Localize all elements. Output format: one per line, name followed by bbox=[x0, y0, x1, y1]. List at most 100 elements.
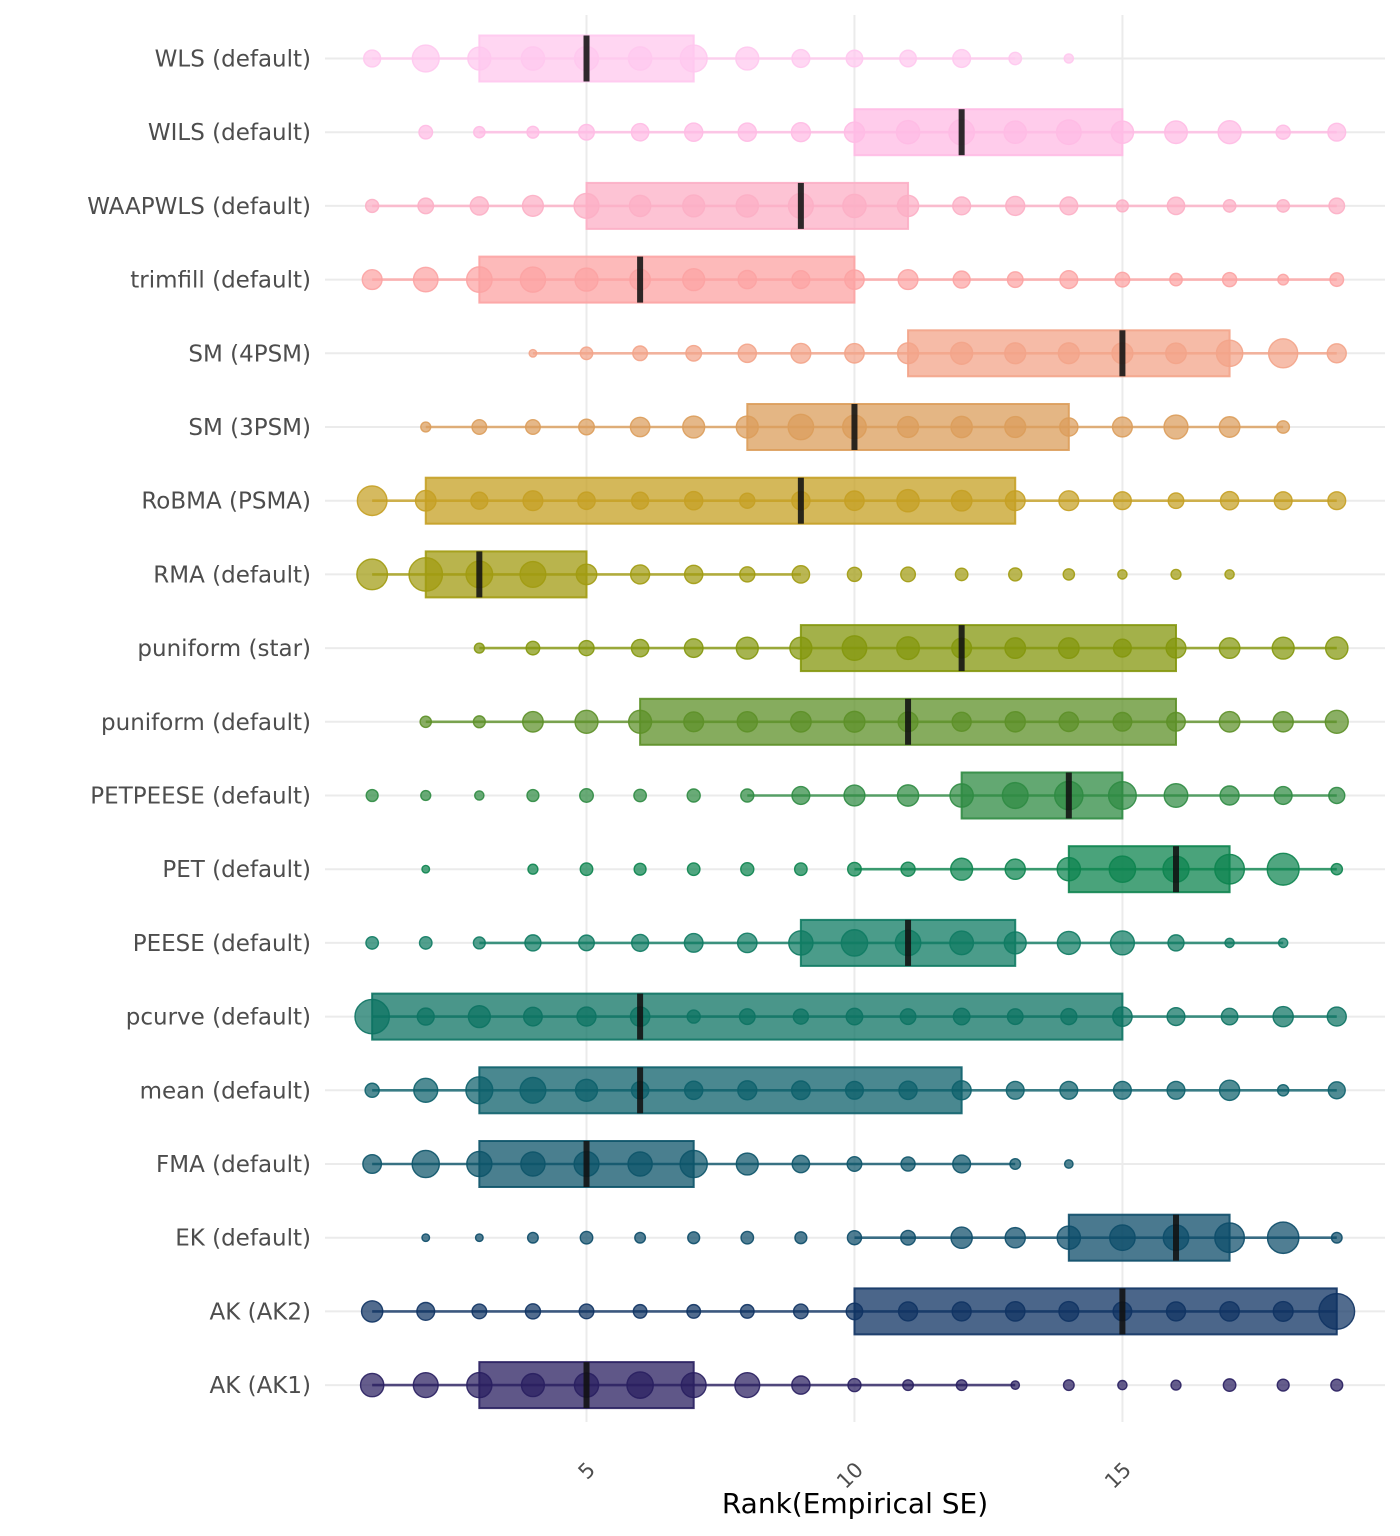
rank-point bbox=[790, 1080, 811, 1101]
rank-point bbox=[1115, 199, 1130, 213]
rank-point bbox=[1272, 711, 1294, 733]
rank-point bbox=[792, 1008, 810, 1025]
rank-point bbox=[679, 44, 708, 73]
rank-point bbox=[686, 862, 701, 877]
rank-point bbox=[737, 269, 758, 290]
rank-point bbox=[1107, 780, 1137, 811]
rank-point bbox=[1277, 937, 1289, 949]
rank-point bbox=[951, 1080, 972, 1101]
rank-point bbox=[1214, 853, 1246, 885]
series-row bbox=[420, 403, 1291, 451]
rank-point bbox=[578, 123, 596, 141]
rank-point bbox=[1163, 783, 1189, 808]
rank-point bbox=[1266, 1221, 1300, 1255]
rank-point bbox=[1165, 637, 1187, 659]
rank-point bbox=[365, 935, 380, 950]
rank-point bbox=[1330, 1231, 1343, 1244]
rank-point bbox=[1166, 1080, 1186, 1100]
y-tick-label: WAAPWLS (default) bbox=[87, 194, 311, 220]
y-tick-label: SM (4PSM) bbox=[188, 341, 311, 367]
rank-point bbox=[735, 1152, 759, 1176]
rank-point bbox=[364, 1082, 380, 1099]
rank-point bbox=[578, 934, 596, 952]
rank-point bbox=[951, 1301, 972, 1322]
rank-point bbox=[630, 638, 650, 658]
rank-point bbox=[1008, 51, 1023, 66]
series-row bbox=[528, 329, 1347, 378]
rank-point bbox=[414, 489, 437, 512]
rank-point bbox=[574, 267, 599, 292]
rank-point bbox=[1112, 1006, 1133, 1027]
rank-point bbox=[1009, 1157, 1022, 1170]
rank-point bbox=[844, 490, 865, 512]
rank-point bbox=[1063, 1159, 1074, 1169]
rank-point bbox=[683, 564, 704, 585]
rank-point bbox=[1003, 120, 1028, 145]
rank-point bbox=[1330, 862, 1344, 876]
rank-point bbox=[949, 783, 974, 808]
rank-point bbox=[843, 784, 866, 807]
rank-point bbox=[574, 709, 599, 734]
rank-point bbox=[1062, 568, 1076, 581]
rank-point bbox=[421, 864, 431, 874]
rank-point bbox=[408, 556, 444, 592]
rank-point bbox=[951, 711, 972, 732]
median-marker bbox=[797, 182, 804, 229]
rank-point bbox=[841, 635, 868, 662]
y-tick-label: mean (default) bbox=[140, 1078, 311, 1104]
rank-point bbox=[1056, 930, 1081, 956]
rank-point bbox=[895, 119, 921, 145]
rank-point bbox=[419, 715, 433, 729]
rank-point bbox=[1059, 1080, 1079, 1100]
rank-point bbox=[952, 270, 971, 289]
rank-point bbox=[896, 194, 920, 218]
rank-point bbox=[794, 1231, 808, 1245]
rank-point bbox=[1001, 781, 1029, 810]
rank-point bbox=[1059, 417, 1079, 437]
y-tick-label: RoBMA (PSMA) bbox=[141, 489, 311, 515]
rank-point bbox=[686, 1303, 702, 1319]
rank-point bbox=[522, 1006, 543, 1027]
rank-point bbox=[737, 122, 758, 142]
rank-point bbox=[471, 419, 488, 436]
y-axis-labels: WLS (default) WILS (default) WAAPWLS (defa… bbox=[87, 47, 311, 1400]
y-tick-label: AK (AK2) bbox=[209, 1299, 311, 1325]
rank-point bbox=[417, 197, 435, 215]
rank-point bbox=[950, 415, 973, 439]
rank-point bbox=[1271, 636, 1295, 660]
rank-point bbox=[411, 1149, 441, 1179]
rank-point bbox=[791, 1375, 811, 1395]
rank-point bbox=[474, 1233, 484, 1243]
rank-point bbox=[361, 269, 383, 291]
y-tick-label: pcurve (default) bbox=[126, 1005, 311, 1031]
rank-point bbox=[519, 560, 547, 588]
rank-point bbox=[900, 1229, 917, 1246]
rank-point bbox=[1112, 1080, 1133, 1100]
series-row bbox=[356, 476, 1347, 525]
rank-point bbox=[359, 1372, 385, 1398]
series-row bbox=[421, 1213, 1343, 1262]
rank-point bbox=[418, 124, 434, 140]
rank-point bbox=[1112, 491, 1133, 511]
rank-point bbox=[1276, 1378, 1290, 1392]
rank-point bbox=[627, 1151, 653, 1177]
rank-point bbox=[952, 1007, 971, 1026]
rank-point bbox=[633, 862, 647, 876]
median-marker bbox=[637, 1067, 644, 1114]
rank-point bbox=[629, 564, 651, 585]
rank-point bbox=[1006, 1008, 1024, 1026]
rank-point bbox=[1165, 342, 1187, 365]
rank-point bbox=[579, 788, 594, 803]
rank-point bbox=[633, 788, 648, 803]
rank-point bbox=[1220, 1007, 1239, 1026]
rank-point bbox=[1004, 711, 1027, 733]
rank-point bbox=[1056, 1225, 1082, 1251]
rank-point bbox=[842, 193, 867, 219]
rank-point bbox=[576, 1006, 597, 1027]
rank-point bbox=[897, 269, 919, 291]
y-tick-label: FMA (default) bbox=[156, 1152, 311, 1178]
rank-point bbox=[844, 1080, 865, 1100]
y-tick-label: puniform (star) bbox=[137, 636, 311, 662]
rank-point bbox=[1062, 1379, 1075, 1392]
